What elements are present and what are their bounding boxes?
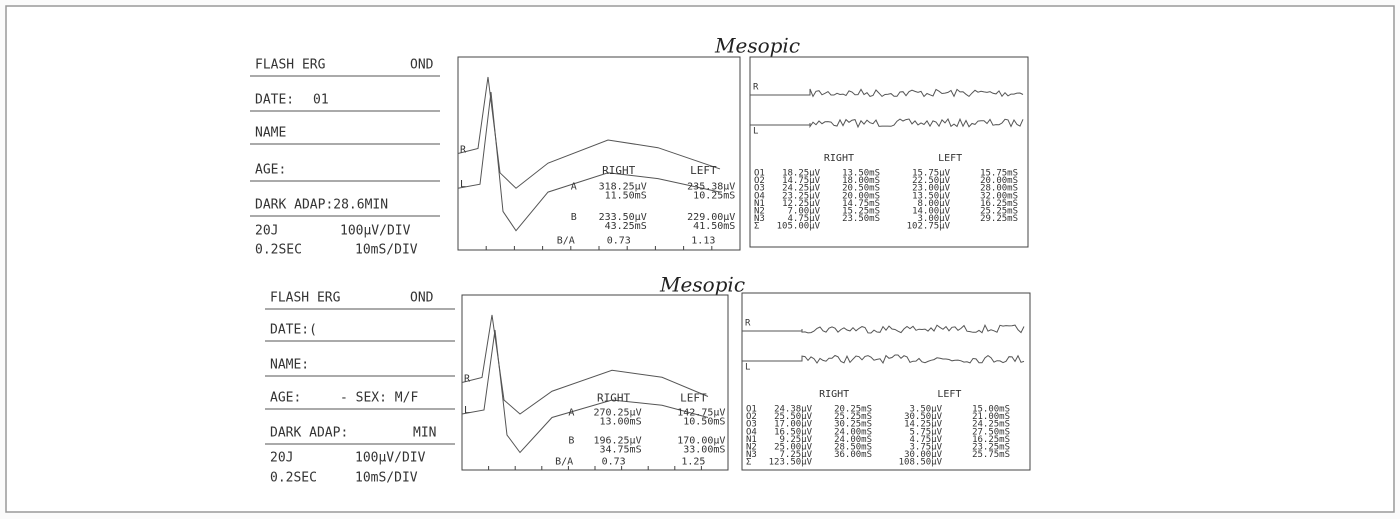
- field-text: 01: [313, 93, 329, 108]
- row-label: B: [568, 435, 574, 446]
- op-cell: Σ: [746, 458, 751, 468]
- field-text: AGE:: [270, 391, 301, 406]
- cell: 0.73: [607, 235, 631, 246]
- column-header: RIGHT: [597, 391, 630, 404]
- trace-label: R: [464, 374, 471, 385]
- op-cell: 108.50µV: [899, 458, 943, 468]
- op-cell: Σ: [754, 222, 759, 232]
- row-label: A: [568, 407, 574, 418]
- trace-label: L: [745, 363, 750, 373]
- column-header: RIGHT: [602, 164, 635, 177]
- trace-label: R: [460, 145, 467, 156]
- field-text: OND: [410, 291, 434, 306]
- handwritten-note: Mesopic: [714, 34, 800, 58]
- op-cell: 123.50µV: [769, 458, 813, 468]
- cell: 10.25mS: [693, 190, 735, 201]
- handwritten-note: Mesopic: [659, 273, 745, 297]
- field-text: FLASH ERG: [255, 58, 326, 73]
- field-text: FLASH ERG: [270, 291, 341, 306]
- row-label: B/A: [557, 235, 575, 246]
- field-text: DATE:(: [270, 323, 317, 338]
- field-text: MIN: [413, 426, 436, 441]
- field-text: 0.2SEC: [255, 243, 302, 258]
- op-cell: 105.00µV: [777, 222, 821, 232]
- cell: 43.25mS: [605, 221, 647, 232]
- op-cell: 36.00mS: [834, 450, 872, 460]
- trace-label: R: [745, 319, 751, 329]
- trace-label: L: [464, 405, 470, 416]
- field-text: 20J: [270, 451, 293, 466]
- field-text: 0.2SEC: [270, 471, 317, 486]
- op-cell: 102.75µV: [907, 222, 951, 232]
- cell: 13.00mS: [599, 416, 641, 427]
- op-cell: 25.75mS: [972, 450, 1010, 460]
- op-cell: 23.50mS: [842, 214, 880, 224]
- cell: 11.50mS: [605, 190, 647, 201]
- cell: 33.00mS: [683, 444, 725, 455]
- column-header: LEFT: [690, 164, 717, 177]
- field-text: 100µV/DIV: [355, 451, 426, 466]
- field-text: 10mS/DIV: [355, 243, 418, 258]
- cell: 0.73: [602, 456, 626, 467]
- column-header: LEFT: [680, 391, 707, 404]
- row-label: B: [571, 212, 577, 223]
- field-text: DATE:: [255, 93, 294, 108]
- field-text: NAME:: [270, 358, 309, 373]
- field-text: NAME: [255, 126, 286, 141]
- cell: 1.25: [681, 456, 705, 467]
- field-text: OND: [410, 58, 434, 73]
- cell: 10.50mS: [683, 416, 725, 427]
- column-header: RIGHT: [824, 153, 854, 164]
- column-header: RIGHT: [819, 389, 849, 400]
- op-cell: 29.25mS: [980, 214, 1018, 224]
- field-text: 100µV/DIV: [340, 224, 411, 239]
- column-header: LEFT: [938, 153, 962, 164]
- cell: 41.50mS: [693, 221, 735, 232]
- trace-label: L: [460, 179, 466, 190]
- trace-label: L: [753, 127, 758, 137]
- trace-label: R: [753, 83, 759, 93]
- field-text: DARK ADAP:28.6MIN: [255, 198, 388, 213]
- cell: 1.13: [691, 235, 715, 246]
- field-text: DARK ADAP:: [270, 426, 348, 441]
- field-text: AGE:: [255, 163, 286, 178]
- field-text: 20J: [255, 224, 278, 239]
- column-header: LEFT: [937, 389, 961, 400]
- row-label: A: [571, 181, 577, 192]
- cell: 34.75mS: [599, 444, 641, 455]
- field-text: 10mS/DIV: [355, 471, 418, 486]
- row-label: B/A: [555, 456, 573, 467]
- field-text: - SEX: M/F: [340, 391, 418, 406]
- scan-page: Mesopic FLASH ERG OND DATE: 01 NAME AGE: DARK A…: [0, 0, 1400, 519]
